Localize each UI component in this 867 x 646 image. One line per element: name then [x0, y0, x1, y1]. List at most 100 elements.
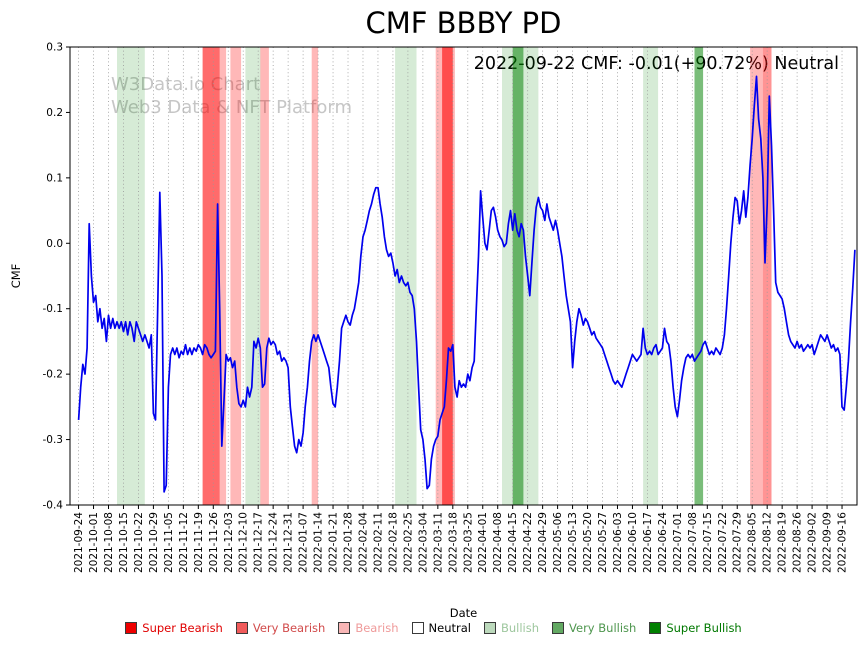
- signal-band-bullish: [117, 47, 145, 505]
- legend-label: Bullish: [500, 621, 540, 635]
- legend-swatch: [483, 622, 496, 634]
- x-tick-label: 2022-01-28: [343, 512, 355, 573]
- y-tick-label: -0.2: [43, 369, 64, 381]
- x-tick-label: 2022-09-09: [822, 512, 834, 573]
- chart-title: CMF BBBY PD: [365, 6, 562, 40]
- x-tick-label: 2022-08-12: [762, 512, 774, 573]
- legend-label: Super Bearish: [142, 621, 223, 635]
- signal-band-very_bearish: [442, 47, 453, 505]
- x-tick-label: 2022-05-20: [582, 512, 594, 573]
- x-tick-label: 2021-12-03: [223, 512, 235, 573]
- signal-band-bearish: [230, 47, 242, 505]
- x-tick-label: 2022-06-10: [627, 512, 639, 573]
- legend-item-neutral: Neutral: [411, 621, 471, 635]
- legend-swatch: [552, 622, 565, 634]
- legend-swatch: [125, 622, 138, 634]
- x-tick-label: 2021-11-05: [163, 512, 175, 573]
- signal-band-bullish: [643, 47, 659, 505]
- watermark: W3Data.io Chart Web3 Data & NFT Platform: [111, 73, 352, 119]
- legend-label: Super Bullish: [666, 621, 742, 635]
- x-tick-label: 2022-08-19: [777, 512, 789, 573]
- x-tick-label: 2021-11-26: [208, 512, 220, 573]
- x-tick-label: 2022-03-11: [432, 512, 444, 573]
- x-tick-label: 2022-07-22: [717, 512, 729, 573]
- signal-band-bearish: [311, 47, 319, 505]
- signal-band-bearish: [219, 47, 227, 505]
- x-tick-label: 2022-06-24: [657, 512, 669, 573]
- x-tick-label: 2022-02-04: [357, 512, 369, 573]
- legend-item-bearish: Bearish: [338, 621, 399, 635]
- signal-band-bearish_med: [762, 47, 772, 505]
- y-tick-label: 0.3: [46, 42, 63, 54]
- x-tick-label: 2021-12-31: [283, 512, 295, 573]
- legend-item-very-bullish: Very Bullish: [552, 621, 636, 635]
- legend-item-super-bearish: Super Bearish: [125, 621, 223, 635]
- x-tick-label: 2022-06-17: [642, 512, 654, 573]
- signal-band-bullish: [245, 47, 261, 505]
- x-tick-label: 2022-01-14: [313, 512, 325, 573]
- watermark-line2: Web3 Data & NFT Platform: [111, 97, 352, 118]
- x-tick-label: 2021-12-17: [253, 512, 265, 573]
- x-tick-label: 2022-09-02: [807, 512, 819, 573]
- x-tick-label: 2022-08-26: [792, 512, 804, 573]
- signal-band-bearish: [260, 47, 269, 505]
- x-tick-label: 2021-09-24: [73, 512, 85, 573]
- x-tick-label: 2021-12-24: [268, 512, 280, 573]
- y-tick-label: -0.4: [43, 500, 64, 512]
- legend-label: Bearish: [355, 621, 399, 635]
- x-tick-label: 2022-01-07: [298, 512, 310, 573]
- y-tick-label: 0.1: [46, 172, 63, 184]
- signal-band-very_bearish: [202, 47, 220, 505]
- x-tick-label: 2022-07-01: [672, 512, 684, 573]
- signal-band-very_bullish: [694, 47, 704, 505]
- x-axis-label: Date: [449, 606, 478, 620]
- x-tick-label: 2021-10-15: [118, 512, 130, 573]
- signal-band-bullish: [395, 47, 417, 505]
- legend-label: Very Bearish: [252, 621, 326, 635]
- y-tick-label: 0.2: [46, 107, 63, 119]
- signal-band-very_bullish: [512, 47, 524, 505]
- legend-swatch: [235, 622, 248, 634]
- x-tick-label: 2022-08-05: [747, 512, 759, 573]
- watermark-line1: W3Data.io Chart: [111, 74, 261, 95]
- x-tick-label: 2022-05-06: [552, 512, 564, 573]
- x-tick-label: 2022-06-03: [612, 512, 624, 573]
- x-tick-label: 2022-01-21: [328, 512, 340, 573]
- signal-band-bearish: [750, 47, 763, 505]
- legend-label: Very Bullish: [569, 621, 637, 635]
- legend-label: Neutral: [428, 621, 471, 635]
- x-tick-label: 2021-10-29: [148, 512, 160, 573]
- legend-item-super-bullish: Super Bullish: [649, 621, 742, 635]
- x-tick-label: 2022-05-13: [567, 512, 579, 573]
- y-tick-label: -0.3: [43, 434, 64, 446]
- x-tick-label: 2022-04-22: [522, 512, 534, 573]
- x-tick-label: 2022-03-04: [417, 512, 429, 573]
- x-tick-label: 2022-02-25: [402, 512, 414, 573]
- plot-frame: [69, 46, 858, 506]
- x-tick-label: 2022-04-29: [537, 512, 549, 573]
- x-tick-label: 2021-10-08: [103, 512, 115, 573]
- y-tick-label: -0.1: [43, 303, 64, 315]
- legend-item-bullish: Bullish: [483, 621, 540, 635]
- legend-item-very-bearish: Very Bearish: [235, 621, 326, 635]
- x-tick-label: 2022-09-16: [837, 512, 849, 573]
- x-tick-label: 2022-07-08: [687, 512, 699, 573]
- x-tick-label: 2022-04-08: [492, 512, 504, 573]
- legend: Super Bearish Very Bearish Bearish Neutral B…: [0, 621, 867, 635]
- x-tick-label: 2022-03-18: [447, 512, 459, 573]
- x-tick-label: 2022-07-15: [702, 512, 714, 573]
- x-tick-label: 2022-07-29: [732, 512, 744, 573]
- y-tick-label: 0.0: [46, 238, 63, 250]
- latest-value-annotation: 2022-09-22 CMF: -0.01(+90.72%) Neutral: [474, 54, 839, 74]
- x-tick-label: 2021-11-12: [178, 512, 190, 573]
- x-tick-label: 2022-04-01: [477, 512, 489, 573]
- x-tick-label: 2022-02-18: [387, 512, 399, 573]
- x-tick-label: 2022-04-15: [507, 512, 519, 573]
- cmf-line: [77, 75, 856, 493]
- x-tick-label: 2022-05-27: [597, 512, 609, 573]
- legend-swatch: [411, 622, 424, 634]
- x-tick-label: 2021-10-22: [133, 512, 145, 573]
- x-tick-label: 2021-12-10: [238, 512, 250, 573]
